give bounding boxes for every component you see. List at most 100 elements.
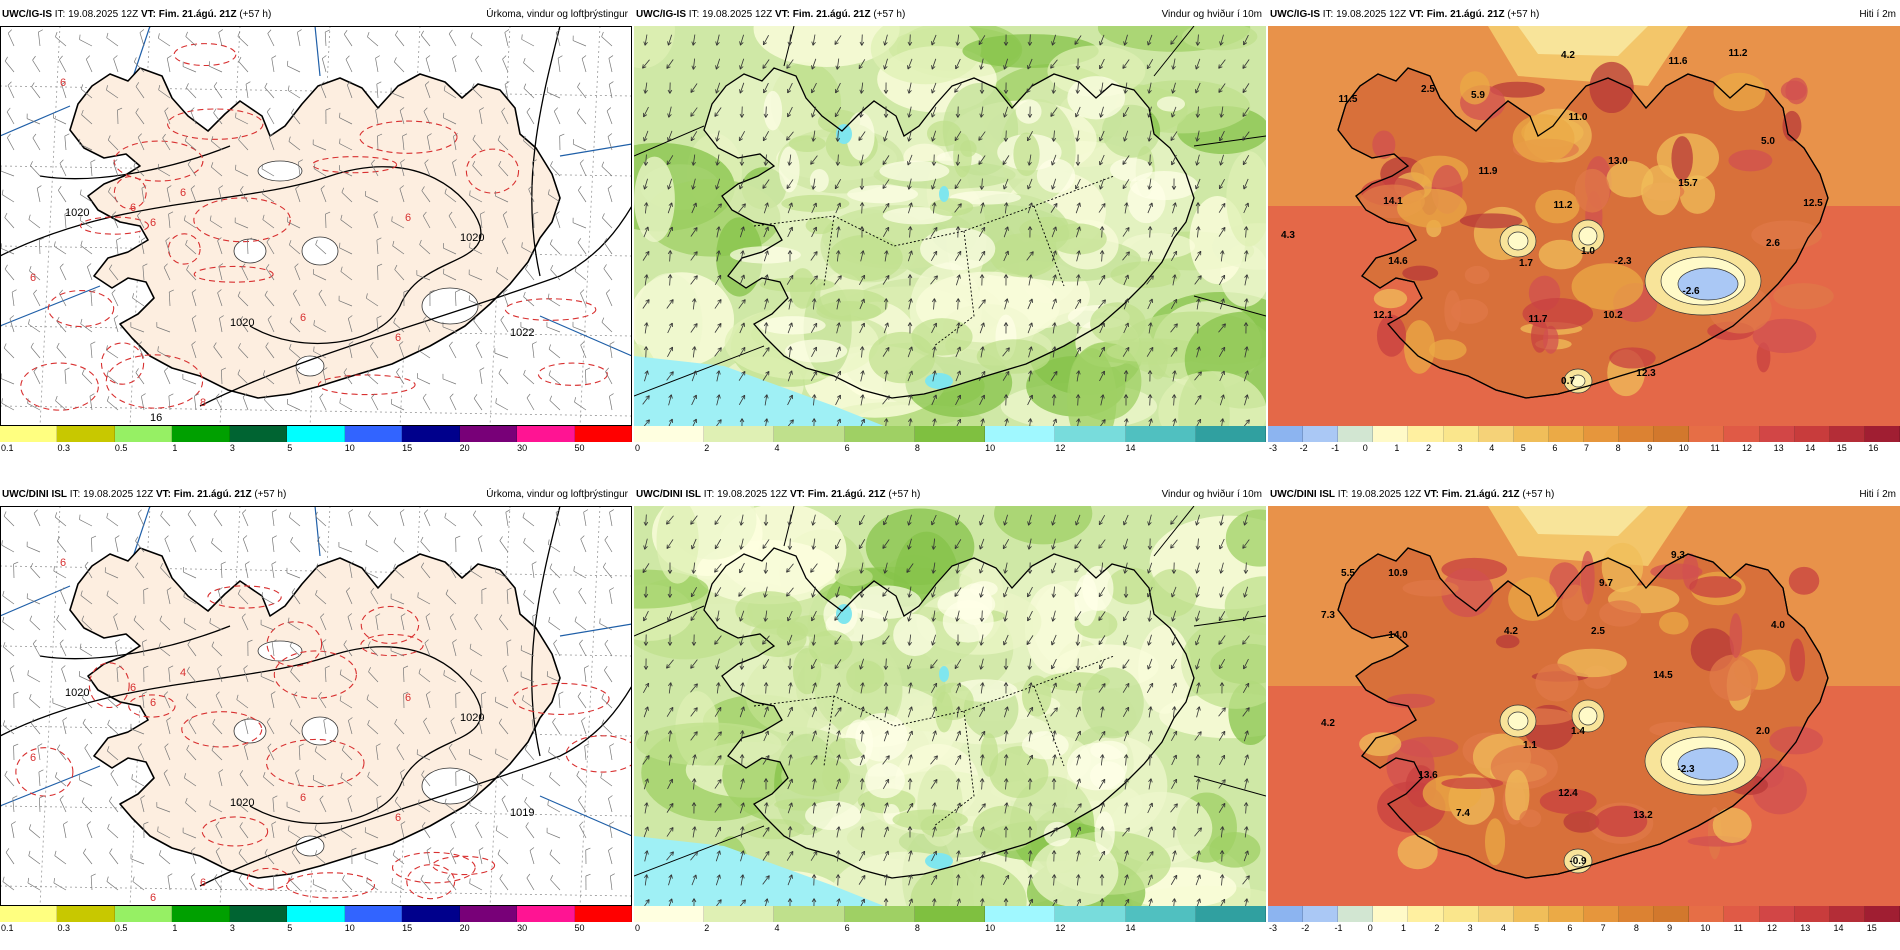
temperature-label: -2.3 [1677,764,1695,775]
legend-tick-label: 0 [635,923,641,933]
legend-tick-label: 11 [1733,923,1744,933]
legend-tick-label: -1 [1331,443,1340,453]
legend-tick-label: 5 [287,443,293,453]
temperature-label: 5.0 [1761,136,1775,147]
init-time: 19.08.2025 12Z [83,489,154,500]
legend-tick-label: 3 [229,923,235,933]
weather-map: 6 6 6 6 4 6 6 6 1020 1020 1020 1019 6 6 [0,506,632,906]
weather-map [634,26,1266,426]
field-title: Úrkoma, vindur og loftþrýstingur [486,9,628,20]
temperature-label: 5.9 [1471,90,1485,101]
legend-tick-label: 0 [1367,923,1373,933]
legend-tick-label: 14 [1833,923,1844,933]
legend-tick-label: 14 [1125,443,1136,453]
legend-swatch [1268,426,1304,442]
temperature-label: 9.7 [1599,578,1613,589]
legend-swatch [229,906,288,922]
legend-swatch [774,906,845,922]
legend-swatch [57,906,115,922]
it-label: IT: [69,489,81,500]
legend-swatch [1829,426,1865,442]
it-label: IT: [703,489,715,500]
legend-swatch [1513,906,1549,922]
legend-tick-label: 11 [1710,443,1720,453]
legend-ticks: 0 2 4 6 8 10 12 14 [634,922,1266,934]
legend-swatch [402,906,460,922]
legend-swatch [1373,426,1409,442]
legend-tick-label: 1 [1394,443,1400,453]
model-name: UWC/IG-IS [636,9,686,20]
legend-swatch [1654,906,1690,922]
vt-label: VT: [1408,9,1424,20]
legend-tick-label: 0 [635,443,641,453]
legend-tick-label: 9 [1667,923,1673,933]
legend-tick-label: 8 [914,923,920,933]
legend-tick-label: 10 [344,443,355,453]
legend-swatch [287,426,345,442]
lead-time: (+57 h) [1522,489,1555,500]
legend-ticks: 0 2 4 6 8 10 12 14 [634,442,1266,454]
legend-tick-label: -2 [1301,923,1310,933]
map-contour-label: 16 [150,412,162,424]
temperature-label: 4.2 [1504,626,1518,637]
panel-header-left: UWC/DINI ISL IT: 19.08.2025 12Z VT: Fim.… [1270,484,1554,506]
field-title: Hiti í 2m [1859,489,1896,500]
panel-title: UWC/IG-IS IT: 19.08.2025 12Z VT: Fim. 21… [634,4,1266,26]
legend-swatch [1478,906,1514,922]
legend-tick-label: 10 [1700,923,1711,933]
temperature-label: 11.0 [1569,112,1588,123]
legend-tick-label: 15 [1836,443,1847,453]
panel-title: UWC/DINI ISL IT: 19.08.2025 12Z VT: Fim.… [0,484,632,506]
legend-tick-label: 3 [1457,443,1463,453]
panel-title: UWC/IG-IS IT: 19.08.2025 12Z VT: Fim. 21… [1268,4,1900,26]
legend-swatch [344,906,403,922]
temperature-label: 11.9 [1479,166,1498,177]
field-title: Vindur og hviður í 10m [1161,9,1262,20]
vt-label: VT: [774,9,790,20]
init-time: 19.08.2025 12Z [1336,9,1407,20]
legend-tick-label: 0.5 [114,923,128,933]
panel-header-left: UWC/IG-IS IT: 19.08.2025 12Z VT: Fim. 21… [2,4,271,26]
temperature-label: 2.0 [1756,726,1770,737]
legend-tick-label: 10 [344,923,355,933]
field-title: Hiti í 2m [1859,9,1896,20]
legend-swatch [844,426,915,442]
legend-tick-label: -3 [1269,923,1278,933]
legend-ticks: 0.1 0.3 0.5 1 3 5 10 15 20 30 50 [0,442,632,454]
legend-swatch [1408,426,1444,442]
color-legend [0,426,632,442]
legend-swatch [985,906,1056,922]
temperature-label: 4.0 [1771,620,1785,631]
legend-swatch [1513,426,1549,442]
legend-swatch [1195,906,1266,922]
legend-tick-label: 1 [172,443,178,453]
legend-tick-label: 7 [1600,923,1606,933]
map-contour-label: 1020 [230,797,254,809]
legend-tick-label: 13 [1773,443,1784,453]
map-panel-p3: UWC/IG-IS IT: 19.08.2025 12Z VT: Fim. 21… [1268,4,1900,456]
model-name: UWC/DINI ISL [2,489,67,500]
legend-tick-label: 8 [1615,443,1621,453]
field-title: Úrkoma, vindur og loftþrýstingur [486,489,628,500]
map-contour-label: 1020 [460,232,484,244]
weather-map: 4.2 11.2 11.6 11.5 2.5 5.9 11.0 5.0 13.0 11.9 15.7… [1268,26,1900,426]
map-panel-p4: UWC/DINI ISL IT: 19.08.2025 12Z VT: Fim.… [0,484,632,936]
legend-ticks: 0.1 0.3 0.5 1 3 5 10 15 20 30 50 [0,922,632,934]
legend-tick-label: 30 [517,443,528,453]
legend-tick-label: 5 [1520,443,1526,453]
legend-tick-label: -1 [1334,923,1343,933]
legend-tick-label: 1 [1401,923,1407,933]
legend-tick-label: -3 [1269,443,1278,453]
legend-swatch [1583,426,1620,442]
map-contour-label: 1020 [65,207,89,219]
color-legend [634,906,1266,922]
model-name: UWC/IG-IS [1270,9,1320,20]
legend-tick-label: 14 [1805,443,1816,453]
color-legend [1268,906,1900,922]
legend-tick-label: 4 [774,923,780,933]
legend-tick-label: 12 [1742,443,1753,453]
model-name: UWC/DINI ISL [636,489,701,500]
legend-swatch [344,426,403,442]
legend-tick-label: 10 [1678,443,1689,453]
legend-swatch [1548,906,1584,922]
